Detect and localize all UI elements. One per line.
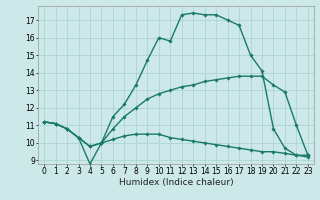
X-axis label: Humidex (Indice chaleur): Humidex (Indice chaleur) [119,178,233,187]
